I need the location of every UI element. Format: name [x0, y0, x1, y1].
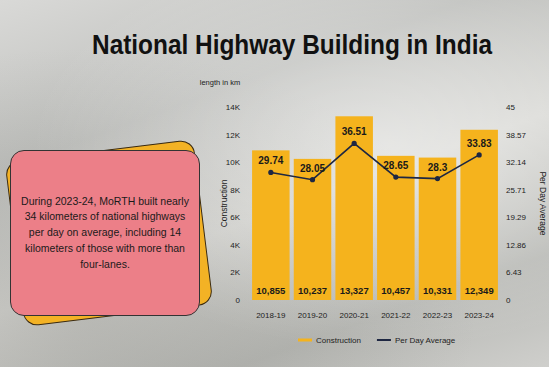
line-label: 28.65 — [383, 160, 408, 171]
line-marker — [477, 152, 482, 157]
y-tick-label: 10K — [226, 158, 241, 167]
bar — [294, 159, 332, 300]
line-label: 29.74 — [258, 155, 283, 166]
line-marker — [393, 175, 398, 180]
y-tick-label: 6K — [230, 213, 240, 222]
bar — [252, 150, 289, 300]
bar-label: 13,327 — [340, 285, 369, 296]
y2-tick-label: 6.43 — [506, 268, 522, 277]
line-marker — [352, 141, 357, 146]
annotation-card: During 2023-24, MoRTH built nearly 34 ki… — [10, 150, 200, 316]
page: {"chart_data": { "type": "bar", "title":… — [0, 0, 549, 367]
legend: Construction Per Day Average — [298, 336, 456, 345]
y2-tick-label: 25.71 — [506, 186, 527, 195]
legend-label: Construction — [316, 336, 361, 345]
y-tick-label: 0 — [236, 296, 241, 305]
y-axis-title: Construction — [219, 179, 229, 227]
line-marker — [435, 176, 440, 181]
y2-tick-label: 12.86 — [506, 241, 527, 250]
y-tick-label: 14K — [226, 103, 241, 112]
bar-label: 10,237 — [298, 285, 327, 296]
y2-axis-title: Per Day Average — [538, 171, 548, 235]
bar-label: 10,457 — [381, 285, 410, 296]
bar-label: 10,855 — [256, 285, 286, 296]
line — [271, 143, 479, 179]
y-tick-label: 8K — [230, 186, 240, 195]
line-marker — [310, 177, 315, 182]
y-tick-label: 12K — [226, 131, 241, 140]
legend-label: Per Day Average — [395, 336, 456, 345]
x-tick-label: 2018-19 — [256, 311, 286, 320]
y2-tick-label: 32.14 — [506, 158, 527, 167]
title: National Highway Building in India — [92, 30, 493, 60]
line-marker — [268, 170, 273, 175]
plot-marks — [252, 116, 498, 300]
x-tick-label: 2020-21 — [339, 311, 369, 320]
line-label: 28.05 — [300, 163, 325, 174]
y2-tick-label: 38.57 — [506, 131, 527, 140]
bar-label: 10,331 — [423, 285, 453, 296]
annotation: During 2023-24, MoRTH built nearly 34 ki… — [21, 194, 189, 273]
subtitle: length in km — [200, 78, 240, 87]
legend-swatch — [298, 339, 312, 342]
y2-tick-label: 45 — [506, 103, 515, 112]
y-tick-label: 2K — [230, 268, 240, 277]
bar-label: 12,349 — [465, 285, 494, 296]
bar — [335, 116, 373, 300]
line-label: 28.3 — [428, 162, 448, 173]
data-labels: 10,855 10,237 13,327 10,457 10,331 12,349 29.7… — [256, 126, 493, 296]
line-label: 36.51 — [342, 126, 367, 137]
legend-swatch — [377, 339, 391, 341]
x-tick-label: 2021-22 — [381, 311, 411, 320]
line-label: 33.83 — [467, 138, 492, 149]
y2-tick-label: 0 — [506, 296, 511, 305]
bar — [460, 130, 498, 300]
y2-tick-label: 19.29 — [506, 213, 527, 222]
x-tick-label: 2019-20 — [298, 311, 328, 320]
x-tick-label: 2022-23 — [423, 311, 453, 320]
y-tick-label: 4K — [230, 241, 240, 250]
x-tick-label: 2023-24 — [464, 311, 494, 320]
